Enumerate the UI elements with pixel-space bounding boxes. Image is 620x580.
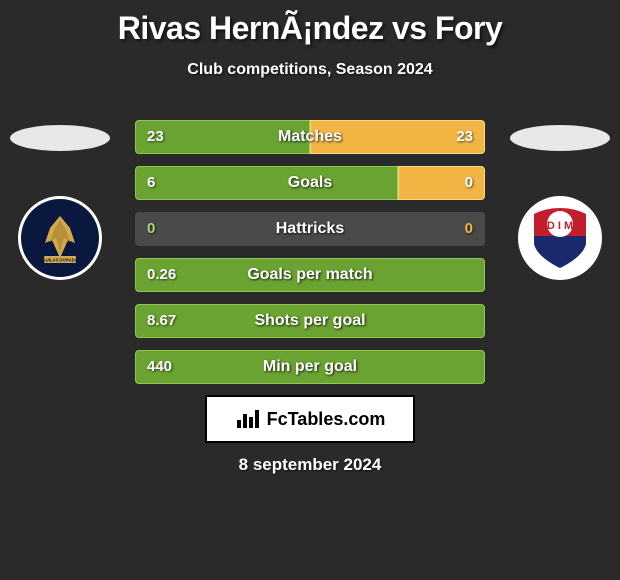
player-right-ellipse bbox=[510, 125, 610, 151]
page-subtitle: Club competitions, Season 2024 bbox=[0, 61, 620, 79]
stat-label: Goals bbox=[135, 166, 485, 200]
stat-label: Shots per goal bbox=[135, 304, 485, 338]
footer-date: 8 september 2024 bbox=[0, 455, 620, 475]
stat-label: Goals per match bbox=[135, 258, 485, 292]
dim-shield-icon: D I M bbox=[524, 202, 596, 274]
stats-container: 2323Matches 60Goals 00Hattricks 0.26Goals p… bbox=[135, 120, 485, 396]
page-title: Rivas HernÃ¡ndez vs Fory bbox=[0, 0, 620, 47]
stat-label: Matches bbox=[135, 120, 485, 154]
svg-text:AGUILAS DORADAS: AGUILAS DORADAS bbox=[39, 258, 80, 263]
stat-row: 8.67Shots per goal bbox=[135, 304, 485, 338]
bar-chart-icon bbox=[235, 406, 261, 432]
eagle-icon: AGUILAS DORADAS bbox=[30, 208, 90, 268]
stat-label: Min per goal bbox=[135, 350, 485, 384]
stat-row: 2323Matches bbox=[135, 120, 485, 154]
player-right-column: D I M bbox=[510, 125, 610, 280]
footer-brand-badge: FcTables.com bbox=[205, 395, 415, 443]
svg-text:D I M: D I M bbox=[547, 220, 573, 232]
player-left-ellipse bbox=[10, 125, 110, 151]
stat-label: Hattricks bbox=[135, 212, 485, 246]
stat-row: 0.26Goals per match bbox=[135, 258, 485, 292]
stat-row: 60Goals bbox=[135, 166, 485, 200]
footer-brand-text: FcTables.com bbox=[267, 409, 386, 430]
player-left-column: AGUILAS DORADAS bbox=[10, 125, 110, 280]
crest-aguilas-doradas: AGUILAS DORADAS bbox=[18, 196, 102, 280]
stat-row: 440Min per goal bbox=[135, 350, 485, 384]
stat-row: 00Hattricks bbox=[135, 212, 485, 246]
crest-dim: D I M bbox=[518, 196, 602, 280]
